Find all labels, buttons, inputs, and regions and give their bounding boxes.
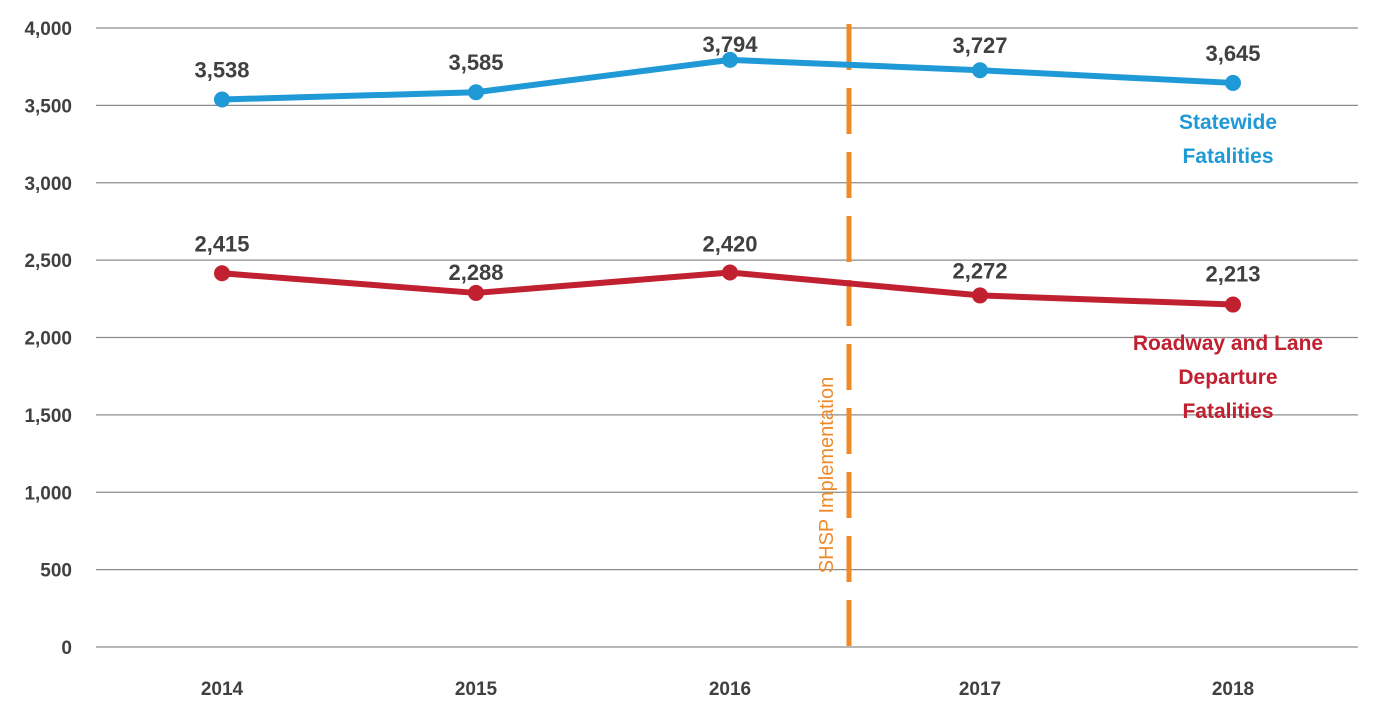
data-label: 2,420 (702, 232, 757, 257)
data-label: 2,213 (1205, 262, 1260, 287)
data-label: 3,727 (952, 33, 1007, 58)
x-tick-label: 2017 (959, 679, 1001, 700)
y-tick-label: 3,000 (24, 174, 72, 195)
data-label: 3,794 (702, 32, 758, 57)
shsp-implementation-annotation: SHSP Implementation (816, 24, 852, 647)
series-name-label: Roadway and Lane (1133, 332, 1323, 355)
y-tick-label: 3,500 (24, 96, 72, 117)
y-tick-label: 4,000 (24, 19, 72, 40)
series-lines (214, 51, 1241, 313)
x-tick-label: 2016 (709, 679, 751, 700)
y-tick-label: 2,500 (24, 251, 72, 272)
data-point (722, 264, 738, 281)
x-axis-tick-labels: 2014 2015 2016 2017 2018 (201, 679, 1254, 700)
series-name-label: Departure (1178, 366, 1277, 389)
data-point (468, 284, 484, 301)
shsp-implementation-label: SHSP Implementation (816, 377, 838, 573)
data-point (1225, 74, 1241, 91)
y-tick-label: 2,000 (24, 329, 72, 350)
data-point (214, 265, 230, 282)
data-point (972, 62, 988, 79)
series-name-label: Statewide (1179, 111, 1277, 134)
x-tick-label: 2018 (1212, 679, 1254, 700)
series-name-label: Fatalities (1182, 400, 1273, 423)
series-name-label: Fatalities (1182, 145, 1273, 168)
y-tick-label: 0 (61, 638, 72, 659)
y-tick-label: 1,000 (24, 483, 72, 504)
data-labels: 3,538 3,585 3,794 3,727 3,645 2,415 2,288 2,420… (194, 32, 1260, 287)
series-name-labels: Statewide Fatalities Roadway and Lane Depar… (1133, 111, 1323, 423)
data-point (1225, 296, 1241, 313)
data-label: 2,272 (952, 258, 1007, 283)
data-label: 3,585 (448, 50, 503, 75)
x-tick-label: 2015 (455, 679, 498, 700)
data-label: 2,288 (448, 260, 503, 285)
data-label: 3,538 (194, 57, 249, 82)
gridlines (96, 27, 1358, 648)
y-tick-label: 500 (40, 561, 72, 582)
data-label: 3,645 (1205, 41, 1260, 66)
y-tick-label: 1,500 (24, 406, 72, 427)
data-point (972, 287, 988, 304)
x-tick-label: 2014 (201, 679, 244, 700)
data-point (214, 91, 230, 108)
y-axis-tick-labels: 0 500 1,000 1,500 2,000 2,500 3,000 3,500 4,000 (24, 19, 72, 659)
data-point (722, 51, 738, 68)
data-point (468, 84, 484, 101)
data-label: 2,415 (194, 231, 249, 256)
